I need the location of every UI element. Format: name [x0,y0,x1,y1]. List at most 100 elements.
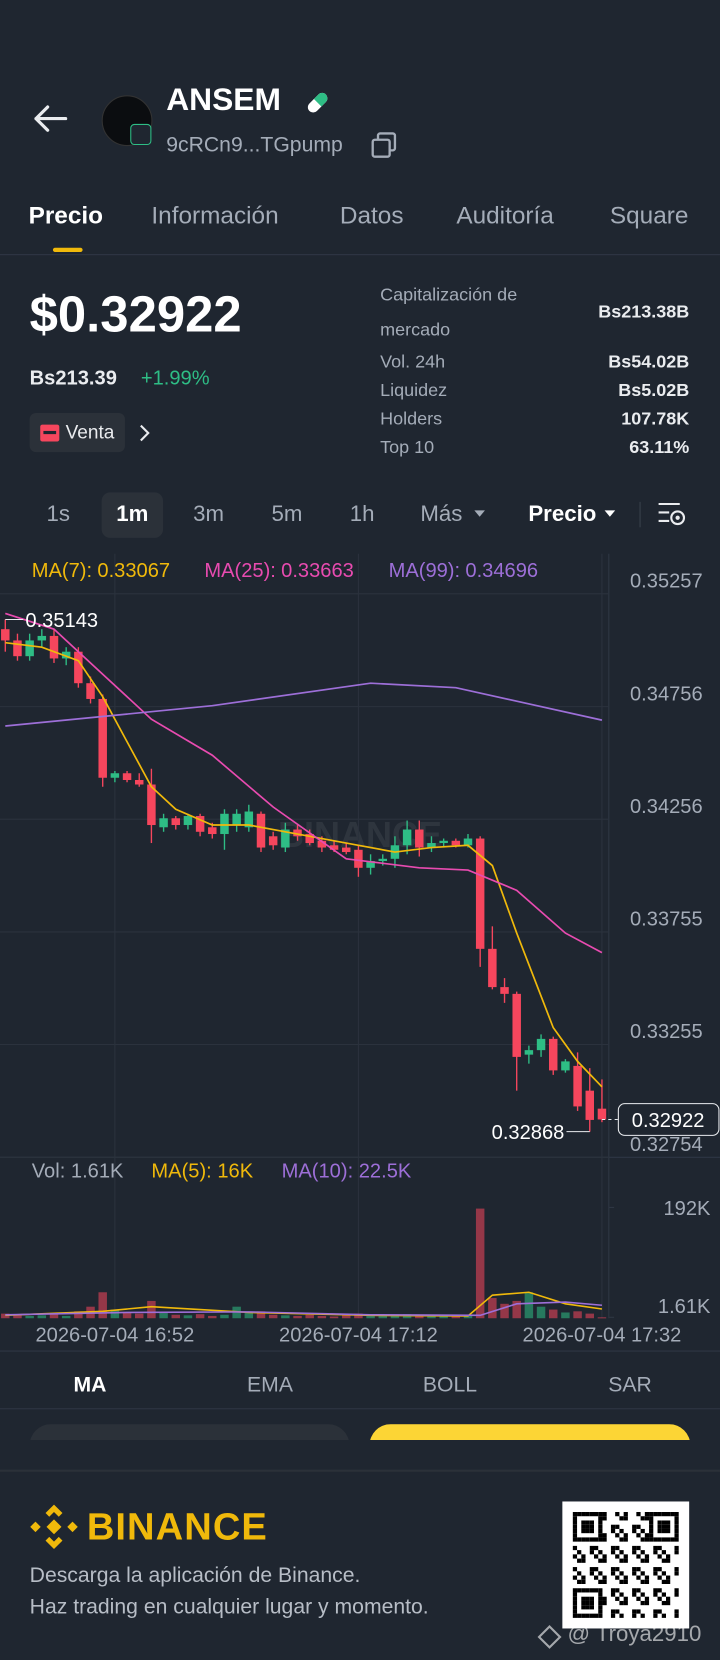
stat-label: Capitalización de mercado [380,284,518,340]
tab[interactable]: Información [151,201,279,229]
stats-table: Capitalización de mercado Bs213.38B Vol. … [380,277,689,461]
chevron[interactable] [138,424,153,443]
qr-module [674,1528,679,1534]
tab[interactable]: Square [609,201,689,229]
qr-module [657,1520,662,1525]
tab[interactable]: Auditoría [456,201,554,229]
qr-module [674,1588,679,1593]
sell-icon [40,424,60,442]
interval[interactable]: 1s [46,501,70,527]
qr-module [661,1579,666,1584]
qr-module [644,1575,650,1580]
indicator-tab[interactable]: MA [73,1373,107,1397]
volume-bar [256,1311,266,1319]
footer-text: Descarga la aplicación de Binance. [29,1563,361,1588]
indicator-tab[interactable]: EMA [247,1373,293,1397]
interval[interactable]: 1m [116,501,149,527]
ma-legend-value: 0.34696 [465,560,538,582]
candle-body [244,811,254,828]
price-change: +1.99% [140,367,210,390]
qr-module [640,1528,645,1534]
indicator-tab[interactable]: SAR [608,1373,652,1397]
price-mode-dropdown[interactable]: Precio [528,501,597,527]
token-title: ANSEM [166,82,281,118]
volume-bar [147,1300,156,1319]
tab[interactable]: Precio [28,201,104,229]
qr-module [572,1516,578,1521]
qr-module [653,1511,658,1517]
interval[interactable]: 3m [193,501,225,527]
qr-module [665,1524,671,1529]
qr-module [598,1528,603,1534]
action-button[interactable] [29,1424,350,1440]
qr-module [615,1596,620,1601]
qr-module [581,1537,586,1542]
interval[interactable]: 1h [349,501,375,527]
volume-bar [512,1300,521,1319]
stat-value: 63.11% [629,436,690,457]
qr-module [644,1554,650,1559]
y-tick-label: 0.32754 [630,1134,703,1156]
stat-row: Capitalización de mercado Bs213.38B [380,277,689,347]
ma-legend-value: 0.33067 [97,560,170,582]
stat-row: Holders 107.78K [380,404,689,433]
qr-module [636,1545,641,1551]
qr-module [632,1588,637,1593]
qr-module [623,1579,628,1584]
qr-module [572,1600,578,1606]
qr-module [674,1609,679,1614]
candle-body [147,784,156,826]
volume-tick-label: 192K [664,1198,712,1220]
qr-module [632,1592,637,1597]
qr-module [585,1528,590,1534]
tab[interactable]: Datos [339,201,404,229]
stat-label: Holders [380,408,443,429]
volume-bar [463,1315,473,1319]
qr-module [674,1511,679,1517]
volume-bar [244,1313,254,1319]
candle-body [98,698,107,778]
qr-module [577,1613,582,1618]
qr-module [623,1600,628,1606]
qr-module [602,1575,607,1580]
qr-module [640,1558,645,1563]
interval-highlight [101,492,164,538]
token-address: 9cRCn9...TGpump [166,133,343,157]
candle-body [475,838,485,949]
qr-module [665,1528,671,1534]
sell-label[interactable]: Venta [65,421,115,443]
qr-module [665,1511,671,1517]
qr-module [589,1571,594,1576]
qr-module [674,1533,679,1538]
candle-body [524,1050,534,1055]
back-button[interactable] [32,103,68,135]
qr-module [581,1520,586,1525]
action-button[interactable] [369,1424,691,1440]
qr-module [623,1575,628,1580]
candle-body [232,813,241,826]
volume-bar [195,1314,205,1319]
qr-module [598,1533,603,1538]
chart-settings[interactable] [656,500,688,530]
indicator-tab[interactable]: BOLL [422,1373,478,1397]
candle-body [195,816,205,832]
qr-module [619,1579,624,1584]
candle-body [110,773,120,778]
qr-module [572,1520,578,1525]
candle-body [573,1065,582,1107]
qr-module [661,1537,666,1542]
stat-value: Bs54.02B [608,350,690,372]
qr-module [602,1558,607,1563]
divider [639,501,641,528]
ma-legend: MA(25): 0.33663 [204,560,354,582]
more-dropdown[interactable]: Más [420,501,463,527]
qr-module [610,1588,616,1593]
qr-module [589,1605,594,1610]
qr-module [653,1567,658,1572]
qr-module [581,1524,586,1529]
copy-button[interactable] [371,131,399,159]
high-label: 0.35143 [25,610,98,632]
interval[interactable]: 5m [271,501,303,527]
volume-tick-label: 1.61K [658,1296,711,1318]
